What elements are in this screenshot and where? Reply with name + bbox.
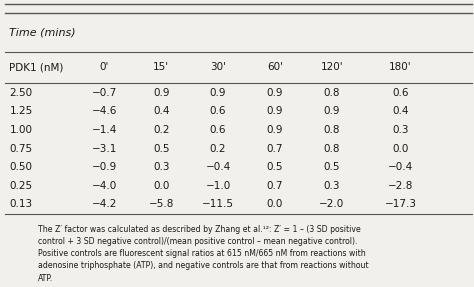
Text: 0.9: 0.9 bbox=[267, 125, 283, 135]
Text: 0.9: 0.9 bbox=[324, 106, 340, 116]
Text: 0.4: 0.4 bbox=[392, 106, 409, 116]
Text: 0.2: 0.2 bbox=[153, 125, 169, 135]
Text: 0.7: 0.7 bbox=[267, 181, 283, 191]
Text: −17.3: −17.3 bbox=[384, 199, 417, 210]
Text: 1.25: 1.25 bbox=[9, 106, 33, 116]
Text: −0.9: −0.9 bbox=[91, 162, 117, 172]
Text: 0.0: 0.0 bbox=[153, 181, 169, 191]
Text: −11.5: −11.5 bbox=[202, 199, 234, 210]
Text: 60': 60' bbox=[267, 63, 283, 72]
Text: −0.4: −0.4 bbox=[205, 162, 231, 172]
Text: 0.3: 0.3 bbox=[324, 181, 340, 191]
Text: −0.7: −0.7 bbox=[91, 88, 117, 98]
Text: −2.0: −2.0 bbox=[319, 199, 345, 210]
Text: 0.6: 0.6 bbox=[210, 125, 226, 135]
Text: 0.8: 0.8 bbox=[324, 88, 340, 98]
Text: adenosine triphosphate (ATP), and negative controls are that from reactions with: adenosine triphosphate (ATP), and negati… bbox=[38, 261, 369, 270]
Text: 30': 30' bbox=[210, 63, 226, 72]
Text: 0.5: 0.5 bbox=[324, 162, 340, 172]
Text: 0.7: 0.7 bbox=[267, 144, 283, 154]
Text: −2.8: −2.8 bbox=[388, 181, 413, 191]
Text: PDK1 (nM): PDK1 (nM) bbox=[9, 63, 64, 72]
Text: 0.4: 0.4 bbox=[153, 106, 169, 116]
Text: 0.75: 0.75 bbox=[9, 144, 33, 154]
Text: 0.8: 0.8 bbox=[324, 125, 340, 135]
Text: 0.25: 0.25 bbox=[9, 181, 33, 191]
Text: 0.5: 0.5 bbox=[267, 162, 283, 172]
Text: control + 3 SD negative control)/(mean positive control – mean negative control): control + 3 SD negative control)/(mean p… bbox=[38, 237, 357, 246]
Text: 0.5: 0.5 bbox=[153, 144, 169, 154]
Text: −4.0: −4.0 bbox=[91, 181, 117, 191]
Text: 0.6: 0.6 bbox=[210, 106, 226, 116]
Text: 2.50: 2.50 bbox=[9, 88, 33, 98]
Text: 0.9: 0.9 bbox=[210, 88, 226, 98]
Text: Time (mins): Time (mins) bbox=[9, 27, 76, 37]
Text: −1.0: −1.0 bbox=[205, 181, 231, 191]
Text: 15': 15' bbox=[153, 63, 169, 72]
Text: 0.8: 0.8 bbox=[324, 144, 340, 154]
Text: The Z′ factor was calculated as described by Zhang et al.¹²: Z′ = 1 – (3 SD posi: The Z′ factor was calculated as describe… bbox=[38, 225, 361, 234]
Text: 0.13: 0.13 bbox=[9, 199, 33, 210]
Text: 1.00: 1.00 bbox=[9, 125, 33, 135]
Text: 0.9: 0.9 bbox=[267, 106, 283, 116]
Text: 0.0: 0.0 bbox=[392, 144, 409, 154]
Text: 180': 180' bbox=[389, 63, 412, 72]
Text: 0.2: 0.2 bbox=[210, 144, 226, 154]
Text: 0.3: 0.3 bbox=[153, 162, 169, 172]
Text: −4.2: −4.2 bbox=[91, 199, 117, 210]
Text: −1.4: −1.4 bbox=[91, 125, 117, 135]
Text: 0.9: 0.9 bbox=[153, 88, 169, 98]
Text: −5.8: −5.8 bbox=[148, 199, 174, 210]
Text: −4.6: −4.6 bbox=[91, 106, 117, 116]
Text: −0.4: −0.4 bbox=[388, 162, 413, 172]
Text: ATP.: ATP. bbox=[38, 274, 53, 282]
Text: 0.9: 0.9 bbox=[267, 88, 283, 98]
Text: 0': 0' bbox=[100, 63, 109, 72]
Text: 0.50: 0.50 bbox=[9, 162, 33, 172]
Text: 0.3: 0.3 bbox=[392, 125, 409, 135]
Text: −3.1: −3.1 bbox=[91, 144, 117, 154]
Text: 120': 120' bbox=[320, 63, 343, 72]
Text: Positive controls are fluorescent signal ratios at 615 nM/665 nM from reactions : Positive controls are fluorescent signal… bbox=[38, 249, 365, 258]
Text: 0.6: 0.6 bbox=[392, 88, 409, 98]
Text: 0.0: 0.0 bbox=[267, 199, 283, 210]
